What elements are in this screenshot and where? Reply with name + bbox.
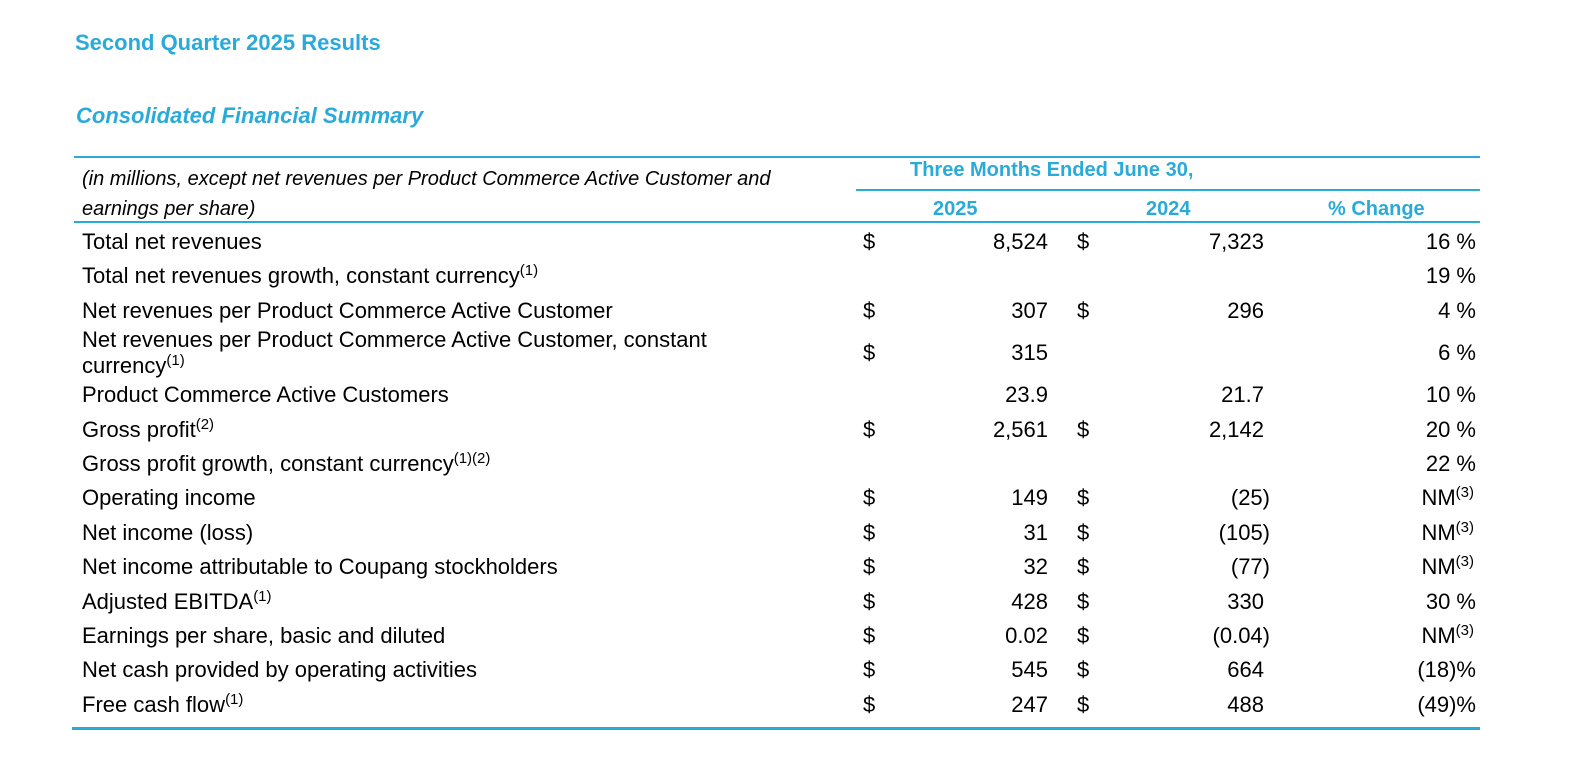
value-2025: 2,561 bbox=[992, 416, 1048, 442]
row-label: Net income attributable to Coupang stock… bbox=[82, 554, 558, 580]
currency-2024: $ bbox=[1077, 416, 1090, 442]
currency-2024: $ bbox=[1077, 588, 1090, 614]
value-2025: 247 bbox=[1011, 691, 1048, 717]
currency-2024: $ bbox=[1077, 519, 1090, 545]
currency-2024: $ bbox=[1077, 485, 1090, 511]
page-title: Second Quarter 2025 Results bbox=[75, 30, 381, 55]
currency-2024: $ bbox=[1077, 297, 1090, 323]
row-label: Net cash provided by operating activitie… bbox=[82, 657, 477, 683]
table-row: Free cash flow(1) $ 247 $ 488 (49)% bbox=[74, 687, 1480, 721]
value-2025: 32 bbox=[1023, 554, 1048, 580]
column-header-change: % Change bbox=[1328, 198, 1425, 220]
value-2025: 315 bbox=[1011, 340, 1048, 366]
value-change: 30 % bbox=[1425, 588, 1476, 614]
currency-2025: $ bbox=[863, 297, 876, 323]
table-row: Gross profit growth, constant currency(1… bbox=[74, 446, 1480, 480]
table-row: Adjusted EBITDA(1) $ 428 $ 330 30 % bbox=[74, 584, 1480, 618]
currency-2024: $ bbox=[1077, 554, 1090, 580]
table-row: Operating income $ 149 $ (25) NM(3) bbox=[74, 480, 1480, 514]
row-label: Gross profit growth, constant currency(1… bbox=[82, 449, 491, 476]
table-row: Gross profit(2) $ 2,561 $ 2,142 20 % bbox=[74, 412, 1480, 446]
currency-2025: $ bbox=[863, 622, 876, 648]
row-label: Total net revenues growth, constant curr… bbox=[82, 262, 539, 289]
table-top-rule bbox=[74, 156, 1480, 158]
value-change: 4 % bbox=[1438, 297, 1476, 323]
row-label: Net revenues per Product Commerce Active… bbox=[82, 297, 613, 323]
column-header-2024: 2024 bbox=[1146, 198, 1191, 220]
value-2025: 23.9 bbox=[1005, 382, 1048, 408]
row-label: Net revenues per Product Commerce Active… bbox=[82, 327, 707, 379]
value-2025: 149 bbox=[1011, 485, 1048, 511]
value-change: 16 % bbox=[1425, 229, 1476, 254]
currency-2024: $ bbox=[1077, 691, 1090, 717]
value-change: NM(3) bbox=[1421, 484, 1474, 511]
currency-2025: $ bbox=[863, 485, 876, 511]
value-change: 10 % bbox=[1425, 382, 1476, 408]
value-2024: (77) bbox=[1230, 554, 1270, 580]
value-change: 20 % bbox=[1425, 416, 1476, 442]
currency-2024: $ bbox=[1077, 622, 1090, 648]
value-2024: (0.04) bbox=[1212, 622, 1270, 648]
value-change: NM(3) bbox=[1421, 553, 1474, 580]
table-row: Product Commerce Active Customers 23.9 2… bbox=[74, 377, 1480, 411]
row-label: Product Commerce Active Customers bbox=[82, 382, 449, 408]
table-row: Net revenues per Product Commerce Active… bbox=[74, 327, 1480, 379]
value-2025: 31 bbox=[1023, 519, 1048, 545]
table-row: Net income (loss) $ 31 $ (105) NM(3) bbox=[74, 515, 1480, 549]
row-label: Operating income bbox=[82, 485, 256, 511]
row-label: Net income (loss) bbox=[82, 519, 254, 545]
value-change: 19 % bbox=[1425, 263, 1476, 289]
currency-2025: $ bbox=[863, 416, 876, 442]
value-change: 6 % bbox=[1438, 340, 1476, 366]
period-header-rule bbox=[856, 189, 1480, 191]
value-change: 22 % bbox=[1425, 450, 1476, 476]
currency-2025: $ bbox=[863, 691, 876, 717]
value-2024: 21.7 bbox=[1221, 382, 1264, 408]
row-label: Total net revenues bbox=[82, 229, 262, 254]
row-label: Earnings per share, basic and diluted bbox=[82, 622, 446, 648]
value-2024: 2,142 bbox=[1208, 416, 1264, 442]
value-2025: 0.02 bbox=[1005, 622, 1048, 648]
currency-2025: $ bbox=[863, 229, 876, 254]
table-row: Total net revenues growth, constant curr… bbox=[74, 258, 1480, 292]
value-change: NM(3) bbox=[1421, 518, 1474, 545]
table-bottom-rule bbox=[72, 727, 1480, 730]
value-2024: (25) bbox=[1230, 485, 1270, 511]
currency-2025: $ bbox=[863, 519, 876, 545]
table-row: Total net revenues $ 8,524 $ 7,323 16 % bbox=[74, 224, 1480, 258]
value-2025: 307 bbox=[1011, 297, 1048, 323]
value-2024: 296 bbox=[1227, 297, 1264, 323]
section-title: Consolidated Financial Summary bbox=[76, 103, 424, 128]
row-label: Free cash flow(1) bbox=[82, 690, 244, 717]
currency-2025: $ bbox=[863, 554, 876, 580]
period-header: Three Months Ended June 30, bbox=[910, 159, 1194, 181]
currency-2024: $ bbox=[1077, 229, 1090, 254]
table-row: Net revenues per Product Commerce Active… bbox=[74, 293, 1480, 327]
value-2024: 664 bbox=[1227, 657, 1264, 683]
currency-2025: $ bbox=[863, 588, 876, 614]
value-2025: 428 bbox=[1011, 588, 1048, 614]
currency-2025: $ bbox=[863, 340, 876, 366]
value-2024: 488 bbox=[1227, 691, 1264, 717]
table-row: Net income attributable to Coupang stock… bbox=[74, 549, 1480, 583]
column-header-2025: 2025 bbox=[933, 198, 978, 220]
value-2025: 8,524 bbox=[992, 229, 1048, 254]
value-change: (49)% bbox=[1417, 691, 1476, 717]
table-row: Earnings per share, basic and diluted $ … bbox=[74, 618, 1480, 652]
row-label: Gross profit(2) bbox=[82, 415, 215, 442]
currency-2024: $ bbox=[1077, 657, 1090, 683]
currency-2025: $ bbox=[863, 657, 876, 683]
table-body: Total net revenues $ 8,524 $ 7,323 16 % … bbox=[74, 224, 1480, 721]
table-row: Net cash provided by operating activitie… bbox=[74, 652, 1480, 686]
value-2024: 7,323 bbox=[1208, 229, 1264, 254]
table-header-rule bbox=[74, 221, 1480, 223]
value-2024: (105) bbox=[1218, 519, 1270, 545]
row-label: Adjusted EBITDA(1) bbox=[82, 587, 272, 614]
value-2025: 545 bbox=[1011, 657, 1048, 683]
value-change: (18)% bbox=[1417, 657, 1476, 683]
value-2024: 330 bbox=[1227, 588, 1264, 614]
units-note: (in millions, except net revenues per Pr… bbox=[82, 168, 771, 220]
value-change: NM(3) bbox=[1421, 621, 1474, 648]
